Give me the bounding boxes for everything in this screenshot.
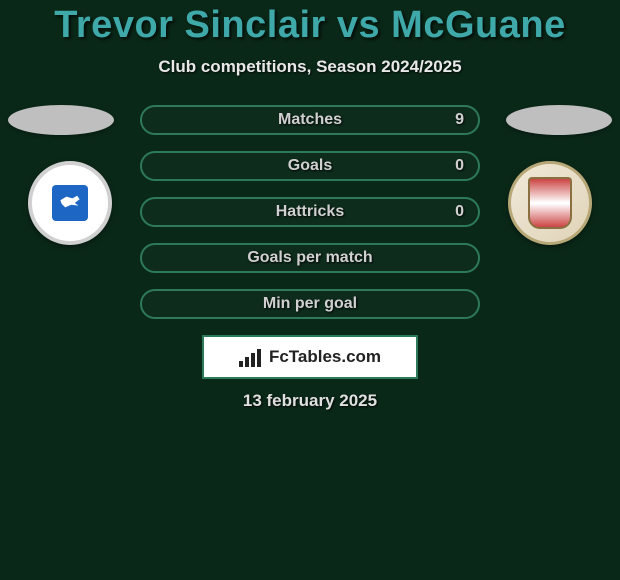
player-right-avatar <box>506 105 612 135</box>
page-title: Trevor Sinclair vs McGuane <box>0 4 620 47</box>
stat-value-right: 9 <box>455 111 464 129</box>
brand-box[interactable]: FcTables.com <box>202 335 418 379</box>
stat-value-right: 0 <box>455 157 464 175</box>
club-badge-right <box>500 161 600 245</box>
cardiff-city-badge <box>28 161 112 245</box>
brand-label: FcTables.com <box>269 347 381 367</box>
stat-row-goals-per-match: Goals per match <box>140 243 480 273</box>
stat-label: Hattricks <box>276 203 344 221</box>
bar-chart-icon <box>239 347 263 367</box>
stat-label: Goals <box>288 157 332 175</box>
stat-label: Matches <box>278 111 342 129</box>
stat-label: Min per goal <box>263 295 357 313</box>
stat-row-min-per-goal: Min per goal <box>140 289 480 319</box>
stat-label: Goals per match <box>247 249 372 267</box>
bristol-city-badge <box>508 161 592 245</box>
subtitle: Club competitions, Season 2024/2025 <box>0 57 620 77</box>
stat-row-matches: Matches 9 <box>140 105 480 135</box>
stats-area: Matches 9 Goals 0 Hattricks 0 Goals per … <box>0 105 620 411</box>
stat-value-right: 0 <box>455 203 464 221</box>
stat-row-hattricks: Hattricks 0 <box>140 197 480 227</box>
date-label: 13 february 2025 <box>0 391 620 411</box>
club-badge-left <box>20 161 120 245</box>
stat-row-goals: Goals 0 <box>140 151 480 181</box>
player-left-avatar <box>8 105 114 135</box>
